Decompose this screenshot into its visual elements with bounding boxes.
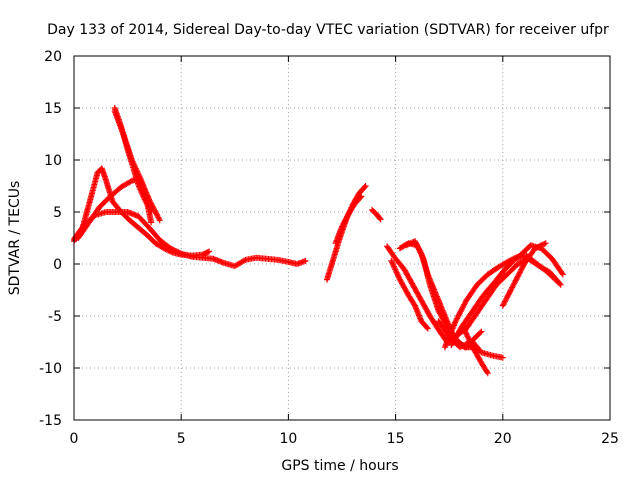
- series-arc-r: [435, 318, 485, 351]
- data-point: [167, 245, 174, 252]
- data-point: [477, 329, 484, 336]
- data-point: [458, 343, 465, 350]
- data-point: [499, 354, 506, 361]
- data-point: [171, 247, 178, 254]
- y-tick-label: -5: [48, 309, 62, 325]
- data-point: [358, 193, 365, 200]
- data-point: [541, 240, 548, 247]
- data-point: [156, 215, 163, 222]
- series-arc-g: [332, 193, 365, 247]
- data-point: [459, 342, 466, 349]
- data-point: [534, 244, 541, 251]
- data-point: [357, 194, 364, 201]
- data-point: [424, 325, 431, 332]
- y-tick-label: 0: [53, 257, 62, 273]
- data-point: [168, 246, 175, 253]
- data-point: [463, 340, 470, 347]
- data-point: [174, 248, 181, 255]
- data-points: [71, 105, 566, 377]
- data-point: [535, 243, 542, 250]
- data-point: [557, 281, 564, 288]
- data-point: [465, 334, 472, 341]
- x-axis-label: GPS time / hours: [281, 458, 398, 474]
- y-axis-label: SDTVAR / TECUs: [7, 181, 23, 296]
- data-point: [483, 368, 490, 375]
- plot-frame: [73, 55, 611, 421]
- data-point: [531, 245, 538, 252]
- data-point: [533, 244, 540, 251]
- y-tick-label: 5: [53, 205, 62, 221]
- chart-title: Day 133 of 2014, Sidereal Day-to-day VTE…: [47, 22, 609, 38]
- data-point: [204, 249, 211, 256]
- series-arc-b: [71, 209, 309, 270]
- series-arc-k: [403, 238, 470, 351]
- data-point: [460, 342, 467, 349]
- axis-ticks: 0 5 10 15 20 25 -15 -10 -5 0 5 10 15 20: [39, 49, 619, 447]
- data-point: [172, 248, 179, 254]
- data-point: [361, 184, 368, 191]
- data-point: [556, 280, 563, 287]
- series-arc-q: [499, 240, 549, 309]
- data-point: [362, 183, 369, 189]
- data-point: [514, 261, 521, 267]
- x-tick-label: 15: [387, 431, 405, 447]
- series-arc-h: [369, 206, 384, 223]
- data-point: [376, 215, 383, 222]
- y-tick-label: 15: [44, 101, 62, 117]
- data-point: [377, 216, 384, 223]
- data-point: [241, 257, 248, 264]
- data-point: [302, 257, 309, 264]
- x-tick-label: 25: [601, 431, 619, 447]
- data-point: [170, 246, 177, 253]
- data-point: [464, 340, 471, 347]
- data-point: [542, 240, 549, 247]
- data-point: [462, 341, 469, 348]
- y-tick-label: 10: [44, 153, 62, 169]
- data-point: [478, 328, 485, 335]
- y-tick-label: -15: [39, 413, 62, 429]
- data-point: [537, 242, 544, 249]
- x-tick-label: 20: [494, 431, 512, 447]
- data-point: [148, 219, 155, 226]
- x-tick-label: 10: [279, 431, 297, 447]
- series-arc-p: [469, 339, 506, 361]
- series-arc-l: [388, 257, 431, 332]
- data-point: [176, 249, 183, 256]
- data-point: [559, 271, 566, 278]
- data-point: [456, 344, 463, 351]
- data-point: [175, 249, 182, 256]
- data-point: [463, 331, 470, 338]
- y-tick-label: -10: [39, 361, 62, 377]
- data-point: [417, 249, 424, 256]
- data-point: [206, 248, 213, 255]
- data-point: [516, 260, 523, 267]
- data-point: [423, 324, 430, 331]
- data-point: [538, 242, 545, 249]
- series-arc-e: [111, 108, 163, 224]
- x-tick-label: 5: [177, 431, 186, 447]
- grid-lines: [74, 56, 610, 420]
- data-point: [464, 333, 471, 340]
- data-point: [558, 270, 565, 277]
- data-point: [127, 178, 134, 185]
- series-arc-o: [461, 255, 564, 335]
- data-point: [484, 370, 491, 377]
- data-point: [156, 217, 163, 224]
- x-tick-label: 0: [70, 431, 79, 447]
- data-point: [540, 241, 546, 248]
- y-tick-label: 20: [44, 49, 62, 65]
- data-point: [411, 301, 418, 308]
